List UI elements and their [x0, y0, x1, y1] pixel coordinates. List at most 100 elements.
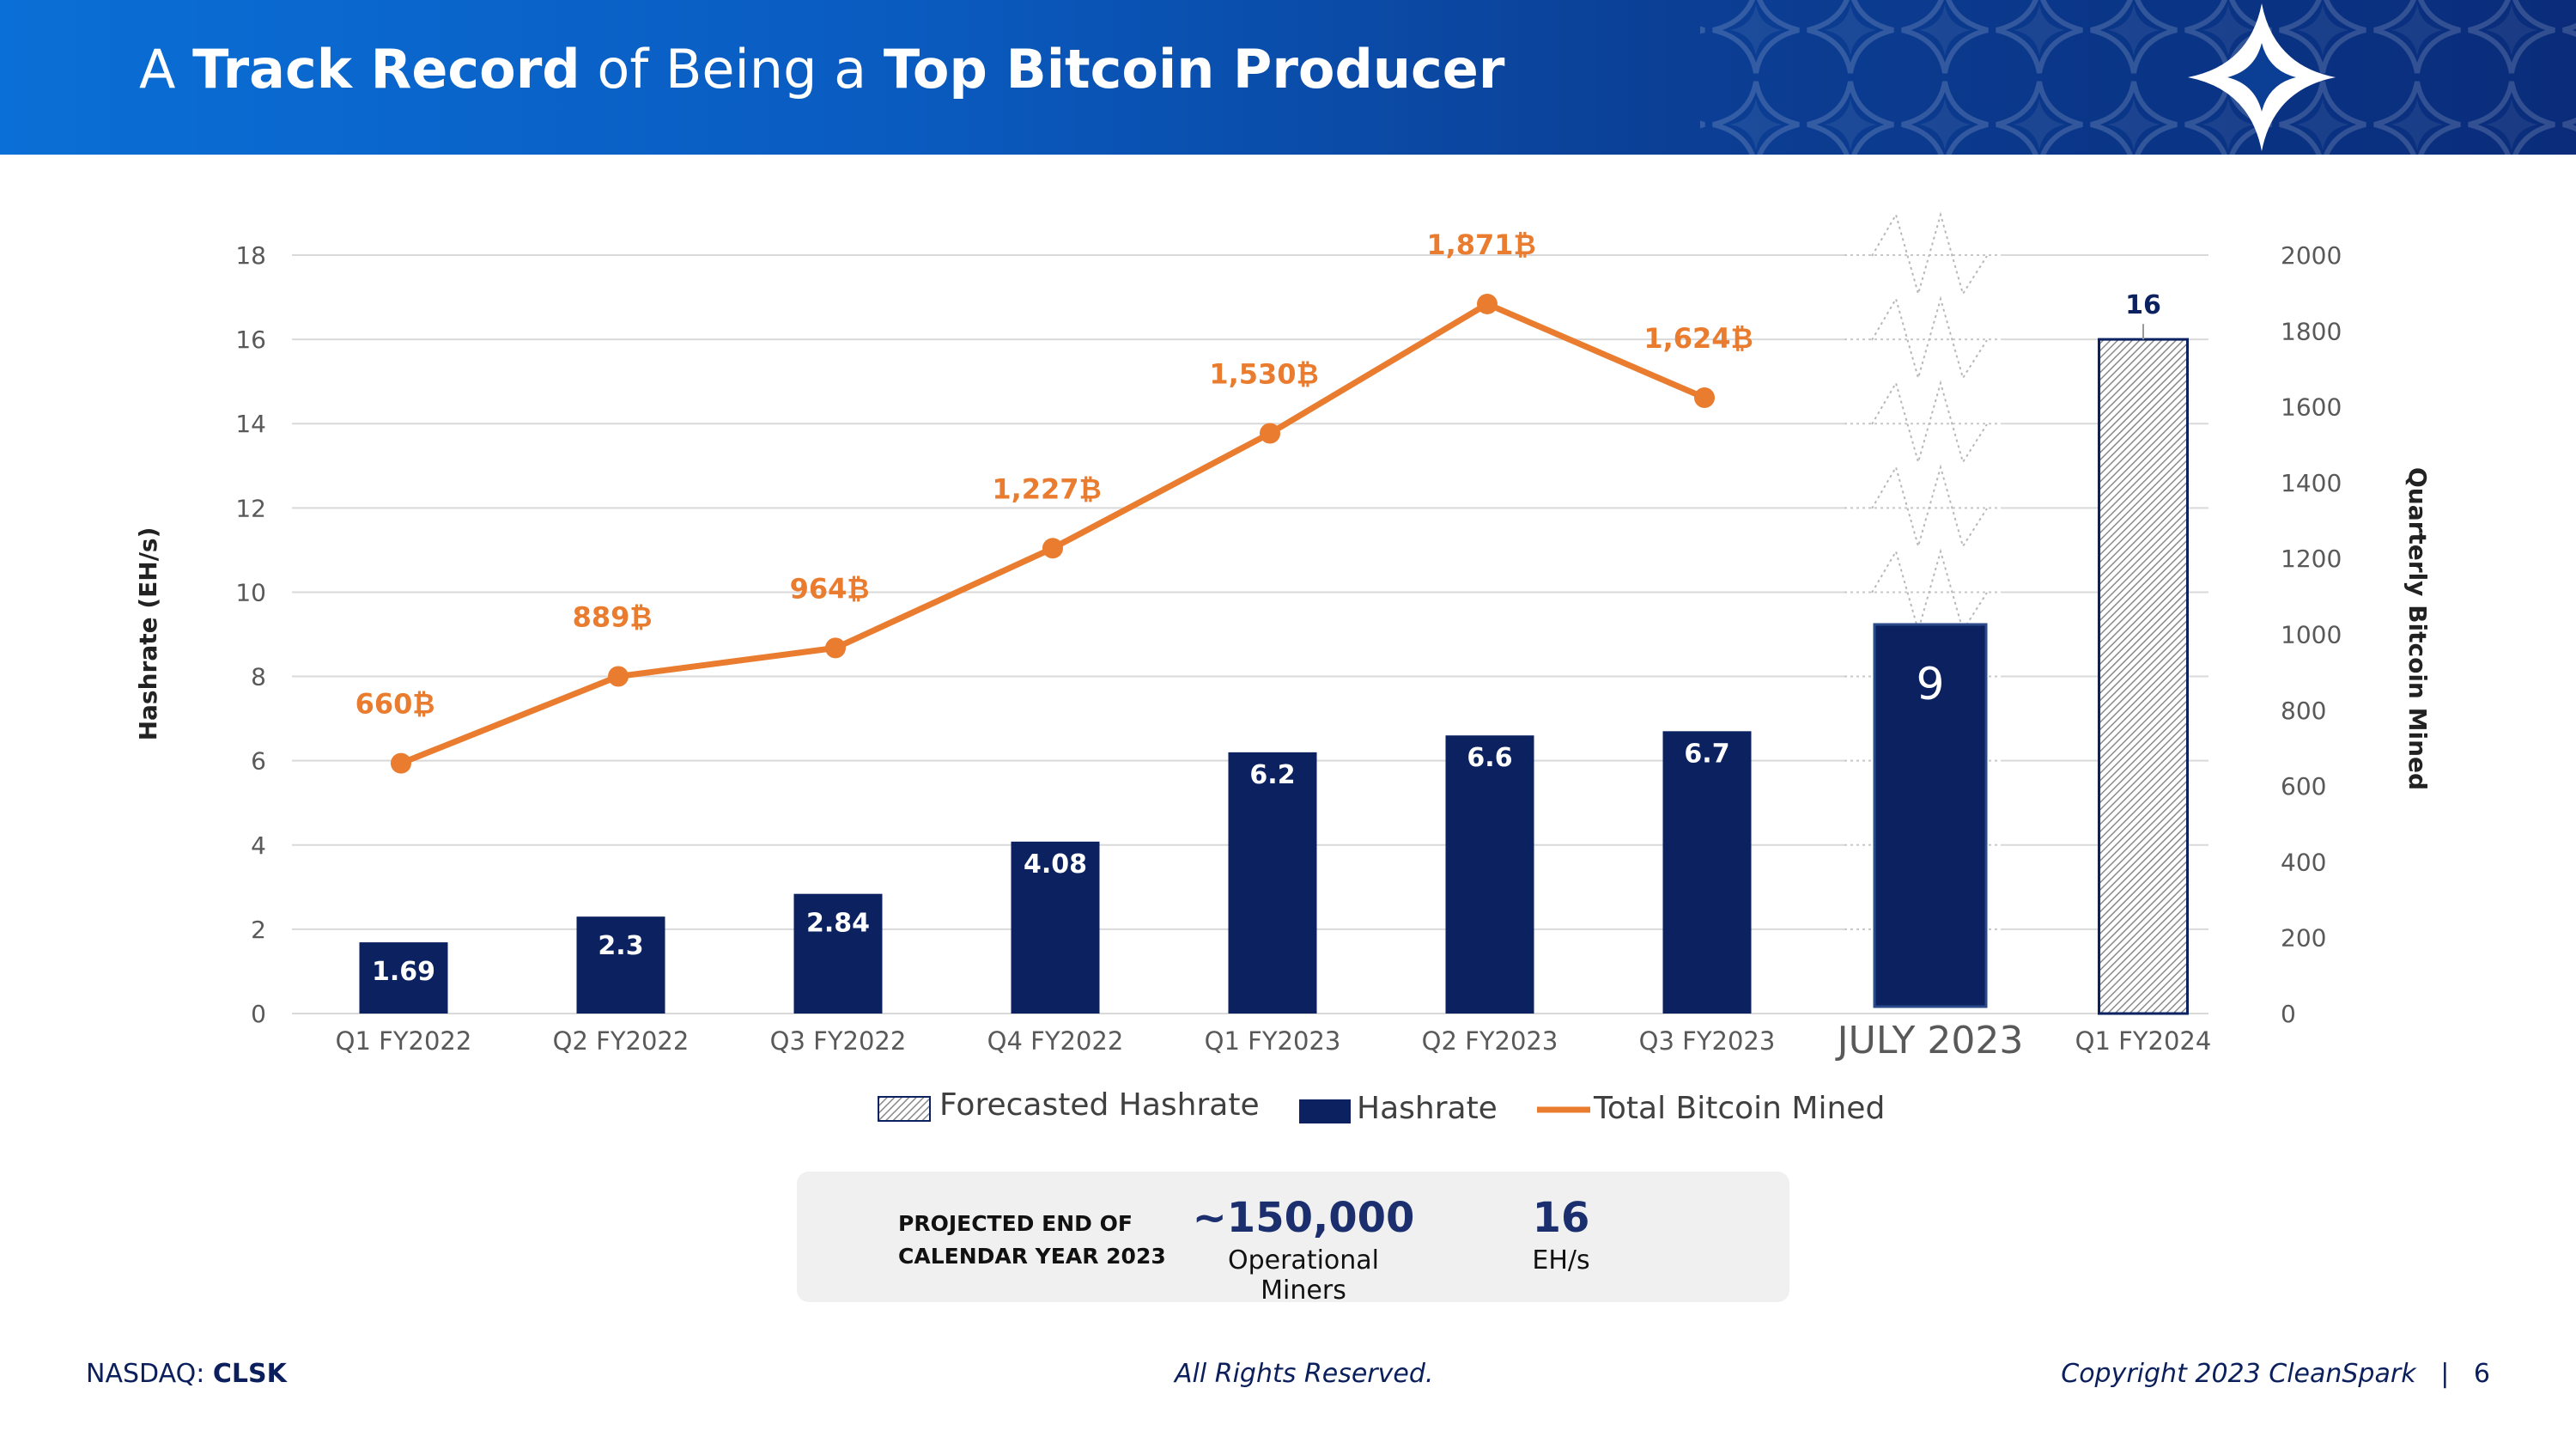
hashrate-bar [1228, 752, 1317, 1014]
page-number: 6 [2473, 1359, 2490, 1389]
y2-tick-label: 400 [2281, 848, 2326, 876]
bitcoin-mined-point [1694, 387, 1715, 409]
axis-break-zigzag [1871, 380, 1988, 466]
y-tick-label: 12 [235, 494, 266, 522]
bitcoin-line [391, 293, 1715, 774]
x-tick-label: Q1 FY2024 [2075, 1026, 2212, 1056]
exchange-label: NASDAQ: [86, 1359, 213, 1389]
footer-ticker: NASDAQ: CLSK [86, 1359, 287, 1389]
x-tick-label: Q3 FY2022 [770, 1026, 907, 1056]
bar-value-label: 2.3 [598, 931, 643, 961]
forecast-bar [2098, 338, 2189, 1015]
y2-tick-label: 800 [2281, 697, 2326, 725]
bitcoin-mined-line [399, 301, 1706, 766]
y-tick-label: 16 [235, 326, 266, 354]
footer-rights: All Rights Reserved. [1175, 1359, 1434, 1389]
bitcoin-mined-point [391, 752, 411, 774]
hashrate-bars [359, 338, 2189, 1015]
miners-caption: Operational Miners [1227, 1245, 1379, 1306]
hashrate-chart: 0 2 4 6 8 10 12 14 16 18 0 200 400 600 800 1000 1200 1400… [134, 211, 2432, 1126]
bitcoin-mined-label: 889₿ [573, 601, 653, 634]
bitcoin-mined-label: 660₿ [355, 688, 435, 721]
hashrate-target-caption: EH/s [1532, 1245, 1590, 1275]
y2-axis-title: Quarterly Bitcoin Mined [2403, 467, 2432, 790]
y-tick-label: 18 [235, 241, 266, 270]
y-tick-label: 0 [251, 1000, 266, 1028]
title-part: A [139, 38, 193, 100]
hashrate-target-value: 16 [1532, 1194, 1590, 1242]
y2-tick-label: 1800 [2281, 317, 2342, 345]
bar-value-label: 6.7 [1684, 739, 1729, 769]
x-tick-label: Q2 FY2023 [1422, 1026, 1558, 1056]
bar-value-label: 2.84 [806, 909, 870, 939]
y-tick-label: 2 [251, 916, 266, 944]
y2-tick-label: 1600 [2281, 393, 2342, 422]
axes: 0 2 4 6 8 10 12 14 16 18 0 200 400 600 800 1000 1200 1400… [134, 241, 2432, 1062]
bitcoin-mined-label: 1,530₿ [1209, 358, 1318, 391]
star-logo-icon [2188, 3, 2336, 151]
bitcoin-mined-point [608, 666, 629, 687]
miners-stat: ~150,000 Operational Miners [1183, 1194, 1424, 1306]
forecast-value-label: 16 [2125, 290, 2161, 320]
bitcoin-mined-label: 1,227₿ [992, 472, 1101, 505]
y-tick-label: 6 [251, 747, 266, 776]
y2-tick-label: 1400 [2281, 469, 2342, 497]
data-labels: 1.69 2.3 2.84 4.08 6.2 6.6 6.7 9 16 660₿ 889₿ 964₿ 1… [355, 228, 2161, 987]
bitcoin-mined-point [825, 637, 846, 659]
hashrate-bar [1011, 841, 1100, 1014]
bitcoin-mined-point [1260, 423, 1280, 444]
bitcoin-mined-label: 1,624₿ [1643, 322, 1753, 355]
bar-value-label: 1.69 [372, 957, 435, 987]
y2-tick-label: 0 [2281, 1000, 2296, 1028]
x-tick-label: Q4 FY2022 [987, 1026, 1124, 1056]
hashrate-bar [793, 893, 883, 1014]
hashrate-bar [1445, 735, 1534, 1014]
x-tick-label: Q1 FY2022 [336, 1026, 472, 1056]
legend-swatch-forecast [878, 1096, 931, 1122]
axis-break-zigzag [1871, 211, 1988, 297]
miners-value: ~150,000 [1192, 1194, 1415, 1242]
legend-swatch-hashrate [1299, 1099, 1351, 1123]
header-banner: A Track Record of Being a Top Bitcoin Pr… [0, 0, 2576, 155]
legend-label-forecast: Forecasted Hashrate [939, 1087, 1260, 1123]
bitcoin-mined-point [1477, 293, 1498, 314]
ticker-symbol: CLSK [212, 1359, 287, 1389]
hashrate-stat: 16 EH/s [1484, 1194, 1638, 1275]
title-part: Top Bitcoin Producer [883, 38, 1505, 100]
x-tick-label: Q3 FY2023 [1639, 1026, 1776, 1056]
bar-value-label: 6.6 [1467, 743, 1512, 773]
y2-tick-label: 600 [2281, 772, 2326, 801]
axis-break-zigzag [1871, 548, 1988, 634]
projection-summary: PROJECTED END OF CALENDAR YEAR 2023 ~150… [797, 1172, 1789, 1306]
bar-value-label: 9 [1916, 659, 1944, 710]
x-tick-label: Q1 FY2023 [1205, 1026, 1341, 1056]
y-tick-label: 10 [235, 578, 266, 606]
slide-title: A Track Record of Being a Top Bitcoin Pr… [139, 38, 1504, 100]
y-tick-label: 4 [251, 831, 266, 860]
y-axis-title: Hashrate (EH/s) [134, 527, 162, 741]
x-tick-label: Q2 FY2022 [553, 1026, 690, 1056]
y2-tick-label: 2000 [2281, 241, 2342, 270]
projection-label: PROJECTED END OF CALENDAR YEAR 2023 [898, 1211, 1166, 1269]
bar-value-label: 4.08 [1024, 849, 1087, 880]
page-separator: | [2440, 1359, 2450, 1389]
bar-value-label: 6.2 [1249, 760, 1295, 790]
y2-tick-label: 1200 [2281, 545, 2342, 573]
legend-label-hashrate: Hashrate [1357, 1091, 1498, 1126]
bitcoin-mined-label: 1,871₿ [1426, 228, 1535, 261]
title-part: of Being a [580, 38, 884, 100]
diamond-pattern [1700, 0, 2576, 155]
hashrate-bar [359, 942, 448, 1014]
legend: Forecasted Hashrate Hashrate Total Bitcoin… [878, 1087, 1885, 1126]
copyright-text: Copyright 2023 CleanSpark [2061, 1359, 2416, 1389]
footer-copyright: Copyright 2023 CleanSpark | 6 [2061, 1359, 2490, 1389]
legend-label-line: Total Bitcoin Mined [1593, 1091, 1885, 1126]
axis-break-zigzag [1871, 464, 1988, 550]
y2-tick-label: 200 [2281, 924, 2326, 953]
axis-break-zigzag [1871, 295, 1988, 381]
axis-break [1871, 211, 1988, 634]
y2-tick-label: 1000 [2281, 621, 2342, 649]
hashrate-bar [1873, 623, 1988, 1008]
x-tick-label: JULY 2023 [1835, 1019, 2024, 1062]
title-part: Track Record [192, 38, 580, 100]
